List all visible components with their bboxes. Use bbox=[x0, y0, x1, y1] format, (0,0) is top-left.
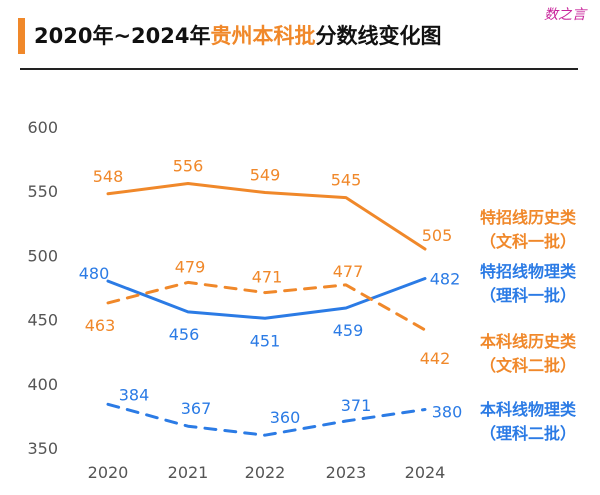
y-tick-label: 550 bbox=[27, 182, 58, 201]
y-tick-label: 600 bbox=[27, 118, 58, 137]
data-label: 548 bbox=[93, 167, 124, 186]
data-label: 459 bbox=[333, 321, 364, 340]
data-label: 549 bbox=[250, 165, 281, 184]
data-label: 451 bbox=[250, 331, 281, 350]
series-line-bk-history bbox=[106, 280, 427, 332]
data-label: 463 bbox=[85, 316, 116, 335]
y-tick-label: 450 bbox=[27, 311, 58, 330]
data-label: 471 bbox=[252, 268, 283, 287]
data-label: 442 bbox=[420, 349, 451, 368]
y-tick-label: 500 bbox=[27, 246, 58, 265]
legend-bk-physics-line2: （理科二批） bbox=[479, 424, 576, 443]
data-label: 505 bbox=[422, 226, 453, 245]
title-suffix: 分数线变化图 bbox=[315, 24, 442, 48]
data-label: 456 bbox=[169, 325, 200, 344]
data-label: 480 bbox=[79, 264, 110, 283]
legend-bk-history: 本科线历史类 （文科二批） bbox=[448, 330, 600, 378]
data-label: 545 bbox=[331, 171, 362, 190]
legend-bk-history-line2: （文科二批） bbox=[479, 356, 576, 375]
x-tick-label: 2023 bbox=[326, 463, 367, 482]
chart-title: 2020年~2024年贵州本科批分数线变化图 bbox=[34, 20, 442, 50]
legend-bk-history-line1: 本科线历史类 bbox=[479, 332, 576, 351]
title-prefix: 2020年~2024年 bbox=[34, 24, 211, 48]
title-divider bbox=[20, 68, 578, 70]
y-tick-label: 350 bbox=[27, 439, 58, 458]
legend-tz-physics: 特招线物理类 （理科一批） bbox=[448, 260, 600, 308]
legend-bk-physics: 本科线物理类 （理科二批） bbox=[448, 398, 600, 446]
data-label: 367 bbox=[181, 399, 212, 418]
data-label: 371 bbox=[341, 396, 372, 415]
data-label: 384 bbox=[119, 385, 150, 404]
legend-tz-history: 特招线历史类 （文科一批） bbox=[448, 206, 600, 254]
x-tick-label: 2020 bbox=[88, 463, 129, 482]
title-highlight: 贵州本科批 bbox=[210, 24, 316, 48]
x-tick-label: 2021 bbox=[168, 463, 209, 482]
legend-tz-physics-line1: 特招线物理类 bbox=[479, 262, 576, 281]
data-label: 479 bbox=[175, 257, 206, 276]
y-tick-label: 400 bbox=[27, 375, 58, 394]
legend-tz-physics-line2: （理科一批） bbox=[479, 286, 576, 305]
data-label: 556 bbox=[173, 156, 204, 175]
data-label: 477 bbox=[333, 262, 364, 281]
series-line-tz-physics bbox=[106, 277, 427, 320]
x-tick-label: 2022 bbox=[245, 463, 286, 482]
data-label: 380 bbox=[432, 402, 463, 421]
x-tick-label: 2024 bbox=[405, 463, 446, 482]
data-label: 360 bbox=[270, 408, 301, 427]
title-accent-bar bbox=[18, 18, 25, 54]
legend-bk-physics-line1: 本科线物理类 bbox=[479, 400, 576, 419]
data-label: 482 bbox=[430, 270, 461, 289]
legend-tz-history-line2: （文科一批） bbox=[479, 232, 576, 251]
series-line-bk-physics bbox=[106, 402, 427, 437]
legend-tz-history-line1: 特招线历史类 bbox=[479, 208, 576, 227]
series-line-tz-history bbox=[106, 182, 427, 251]
watermark: 数之言 bbox=[544, 7, 586, 23]
